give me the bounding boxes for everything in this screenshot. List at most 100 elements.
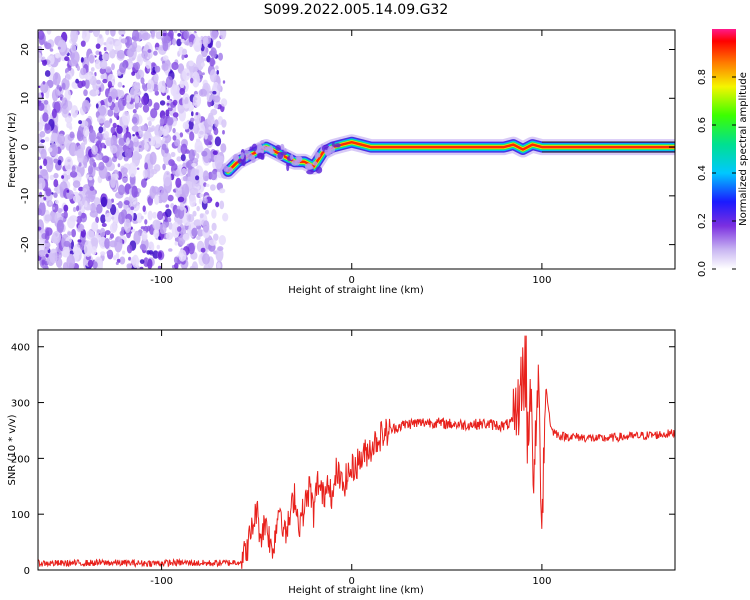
noise-blob bbox=[58, 252, 63, 259]
noise-blob bbox=[194, 111, 202, 125]
noise-blob bbox=[119, 62, 127, 74]
noise-blob bbox=[212, 150, 218, 155]
noise-blob bbox=[56, 219, 64, 234]
noise-blob bbox=[96, 79, 101, 85]
noise-blob bbox=[196, 235, 201, 240]
noise-blob bbox=[120, 209, 128, 219]
noise-blob bbox=[144, 142, 149, 151]
noise-blob bbox=[221, 119, 227, 128]
noise-blob bbox=[205, 209, 209, 215]
noise-blob bbox=[218, 52, 223, 61]
spectrogram-frame bbox=[37, 29, 676, 270]
noise-blob bbox=[171, 61, 179, 71]
noise-blob bbox=[213, 127, 219, 136]
noise-blob bbox=[42, 81, 46, 85]
noise-blob bbox=[102, 72, 108, 81]
noise-blob bbox=[210, 30, 219, 40]
noise-blob bbox=[38, 226, 42, 231]
noise-blob bbox=[110, 126, 116, 134]
noise-blob bbox=[126, 48, 134, 58]
noise-blob bbox=[193, 115, 198, 120]
noise-blob bbox=[122, 110, 130, 126]
noise-blob bbox=[162, 55, 169, 61]
noise-blob bbox=[141, 178, 147, 188]
noise-blob bbox=[126, 263, 133, 269]
noise-blob bbox=[95, 89, 100, 95]
noise-blob bbox=[166, 117, 174, 126]
noise-blob bbox=[68, 112, 71, 117]
noise-blob bbox=[179, 202, 185, 211]
noise-blob bbox=[54, 52, 61, 59]
noise-blob bbox=[222, 212, 229, 222]
colorbar: 0.0 0.2 0.4 0.6 0.8 Normalized spectral ampl… bbox=[697, 29, 749, 277]
noise-blob bbox=[45, 123, 51, 131]
noise-blob bbox=[40, 148, 47, 160]
noise-blob bbox=[216, 262, 221, 269]
noise-blob bbox=[52, 231, 61, 244]
noise-blob bbox=[216, 70, 219, 75]
noise-blob bbox=[88, 54, 95, 64]
noise-blob bbox=[64, 156, 73, 172]
snr-panel: -100 0 100 0 100 200 300 400 Height of straigh… bbox=[7, 329, 676, 596]
noise-blob bbox=[134, 95, 140, 104]
noise-blob bbox=[121, 226, 125, 232]
noise-blob bbox=[38, 239, 45, 253]
noise-blob bbox=[167, 194, 174, 202]
colorbar-ticks: 0.0 0.2 0.4 0.6 0.8 bbox=[697, 69, 736, 277]
noise-blob bbox=[178, 249, 187, 262]
noise-blob bbox=[132, 134, 135, 137]
noise-blob bbox=[71, 229, 76, 238]
noise-blob bbox=[44, 214, 52, 222]
spectrogram-ytick-label: 0 bbox=[20, 144, 31, 150]
noise-blob bbox=[117, 201, 123, 209]
noise-blob bbox=[77, 191, 86, 207]
noise-blob bbox=[38, 177, 46, 190]
noise-blob bbox=[61, 82, 66, 90]
noise-blob bbox=[197, 229, 204, 237]
noise-blob bbox=[131, 125, 140, 132]
noise-blob bbox=[116, 125, 123, 134]
noise-blob bbox=[198, 198, 203, 205]
noise-blob bbox=[94, 59, 102, 70]
noise-blob bbox=[162, 137, 166, 142]
noise-blob bbox=[161, 143, 167, 151]
noise-blob bbox=[148, 120, 152, 127]
noise-blob bbox=[72, 180, 81, 188]
noise-blob bbox=[83, 137, 88, 145]
noise-blob bbox=[220, 143, 227, 153]
noise-blob bbox=[132, 62, 138, 68]
noise-blob bbox=[199, 193, 204, 198]
noise-blob bbox=[57, 159, 62, 166]
noise-blob bbox=[158, 199, 163, 204]
noise-blob bbox=[76, 148, 85, 159]
noise-blob bbox=[67, 231, 72, 236]
noise-blob bbox=[66, 174, 71, 180]
noise-blob bbox=[180, 154, 186, 162]
noise-blob bbox=[64, 56, 70, 62]
noise-blob bbox=[192, 94, 202, 108]
noise-blob bbox=[136, 167, 140, 170]
noise-blob bbox=[44, 239, 49, 244]
noise-blob bbox=[122, 127, 127, 134]
noise-blob bbox=[202, 197, 208, 204]
noise-blob bbox=[81, 34, 86, 39]
noise-blob bbox=[130, 206, 135, 211]
noise-blob bbox=[157, 251, 163, 259]
noise-blob bbox=[44, 136, 50, 142]
noise-blob bbox=[84, 78, 90, 89]
noise-blob bbox=[150, 168, 158, 175]
noise-blob bbox=[51, 89, 59, 102]
noise-blob bbox=[76, 215, 82, 224]
noise-blob bbox=[140, 77, 145, 84]
noise-blob bbox=[69, 262, 73, 267]
noise-blob bbox=[193, 219, 202, 227]
noise-blob bbox=[208, 126, 212, 130]
noise-blob bbox=[152, 250, 159, 259]
noise-blob bbox=[46, 157, 54, 173]
noise-blob bbox=[191, 71, 200, 88]
noise-blob bbox=[38, 201, 46, 216]
noise-blob bbox=[168, 222, 173, 230]
noise-blob bbox=[170, 83, 177, 97]
noise-blob bbox=[46, 30, 52, 35]
noise-blob bbox=[168, 159, 175, 167]
